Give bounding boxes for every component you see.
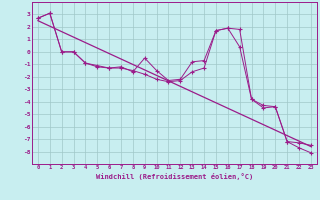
X-axis label: Windchill (Refroidissement éolien,°C): Windchill (Refroidissement éolien,°C)	[96, 173, 253, 180]
